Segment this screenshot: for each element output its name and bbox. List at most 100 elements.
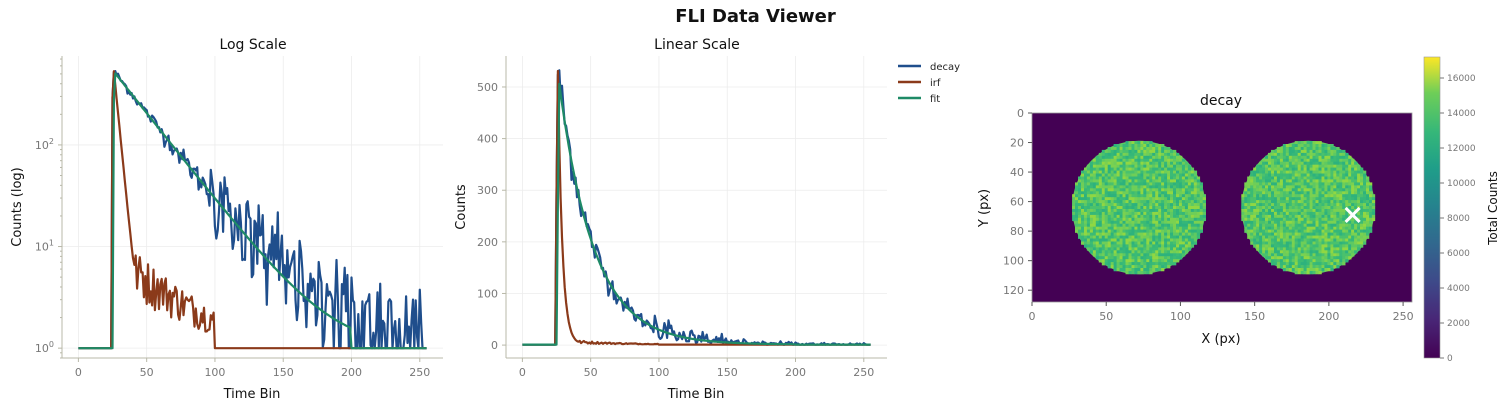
disk-pixel: [1176, 164, 1180, 168]
disk-pixel: [1137, 203, 1141, 207]
disk-pixel: [1089, 226, 1094, 230]
disk-pixel: [1149, 147, 1153, 151]
disk-pixel: [1107, 217, 1111, 222]
disk-pixel: [1116, 253, 1120, 257]
disk-pixel: [1348, 164, 1352, 168]
disk-pixel: [1113, 211, 1117, 216]
disk-pixel: [1084, 241, 1088, 245]
disk-pixel: [1297, 173, 1301, 177]
disk-pixel: [1134, 232, 1138, 236]
disk-pixel: [1196, 220, 1201, 225]
disk-pixel: [1086, 247, 1091, 251]
disk-pixel: [1268, 253, 1272, 257]
disk-pixel: [1348, 158, 1352, 163]
disk-pixel: [1086, 179, 1091, 183]
disk-pixel: [1137, 161, 1141, 165]
disk-pixel: [1351, 161, 1355, 165]
disk-pixel: [1247, 200, 1251, 204]
disk-pixel: [1089, 167, 1094, 171]
disk-pixel: [1351, 170, 1355, 174]
y-tick-label: 100: [1003, 255, 1024, 268]
disk-pixel: [1119, 206, 1123, 210]
disk-pixel: [1330, 179, 1334, 183]
disk-pixel: [1149, 185, 1153, 189]
disk-pixel: [1107, 152, 1111, 157]
disk-pixel: [1241, 211, 1245, 216]
disk-pixel: [1092, 250, 1097, 254]
disk-pixel: [1279, 241, 1284, 245]
disk-pixel: [1104, 158, 1108, 163]
disk-pixel: [1300, 241, 1304, 245]
disk-pixel: [1155, 232, 1159, 236]
disk-pixel: [1143, 226, 1147, 230]
disk-pixel: [1084, 217, 1088, 222]
disk-pixel: [1342, 247, 1346, 251]
disk-pixel: [1101, 226, 1106, 230]
disk-pixel: [1345, 211, 1349, 216]
disk-pixel: [1282, 173, 1287, 177]
disk-pixel: [1113, 253, 1117, 257]
disk-pixel: [1291, 155, 1296, 160]
disk-pixel: [1282, 194, 1287, 198]
disk-pixel: [1122, 173, 1126, 177]
disk-pixel: [1282, 176, 1287, 180]
disk-pixel: [1285, 164, 1290, 168]
disk-pixel: [1303, 203, 1307, 207]
disk-pixel: [1318, 200, 1322, 204]
disk-pixel: [1333, 188, 1337, 192]
disk-pixel: [1143, 161, 1147, 165]
disk-pixel: [1196, 200, 1201, 204]
disk-pixel: [1297, 217, 1301, 222]
disk-pixel: [1110, 188, 1114, 192]
disk-pixel: [1312, 238, 1316, 242]
disk-pixel: [1253, 173, 1257, 177]
disk-pixel: [1271, 203, 1275, 207]
disk-pixel: [1119, 188, 1123, 192]
disk-pixel: [1095, 244, 1100, 248]
disk-pixel: [1294, 223, 1298, 227]
disk-pixel: [1179, 161, 1183, 165]
disk-pixel: [1333, 214, 1337, 219]
disk-pixel: [1363, 200, 1367, 204]
disk-pixel: [1173, 188, 1177, 192]
pixel-selection-marker[interactable]: [1344, 206, 1361, 223]
disk-pixel: [1366, 214, 1370, 219]
disk-pixel: [1327, 206, 1331, 210]
disk-pixel: [1173, 211, 1177, 216]
disk-pixel: [1187, 220, 1192, 225]
disk-pixel: [1101, 235, 1106, 239]
disk-pixel: [1271, 223, 1275, 227]
disk-pixel: [1187, 209, 1192, 213]
disk-pixel: [1300, 268, 1304, 272]
disk-pixel: [1095, 179, 1100, 183]
disk-pixel: [1351, 238, 1355, 242]
disk-pixel: [1276, 235, 1281, 239]
disk-pixel: [1303, 211, 1307, 216]
disk-pixel: [1279, 149, 1284, 154]
disk-pixel: [1179, 173, 1183, 177]
disk-pixel: [1345, 161, 1349, 165]
disk-pixel: [1190, 197, 1195, 201]
disk-pixel: [1128, 203, 1132, 207]
disk-pixel: [1131, 238, 1135, 242]
disk-pixel: [1312, 200, 1316, 204]
disk-pixel: [1164, 226, 1168, 230]
disk-pixel: [1369, 185, 1373, 189]
disk-pixel: [1285, 158, 1290, 163]
disk-pixel: [1164, 155, 1168, 160]
disk-pixel: [1274, 170, 1278, 174]
disk-pixel: [1342, 232, 1346, 236]
disk-pixel: [1092, 238, 1097, 242]
disk-pixel: [1315, 144, 1319, 148]
disk-pixel: [1184, 235, 1189, 239]
disk-pixel: [1125, 211, 1129, 216]
disk-pixel: [1196, 194, 1201, 198]
disk-pixel: [1288, 176, 1293, 180]
disk-pixel: [1095, 241, 1100, 245]
disk-pixel: [1155, 244, 1159, 248]
disk-pixel: [1170, 238, 1174, 242]
disk-pixel: [1268, 223, 1272, 227]
disk-pixel: [1161, 220, 1165, 225]
disk-pixel: [1140, 161, 1144, 165]
disk-pixel: [1089, 223, 1094, 227]
